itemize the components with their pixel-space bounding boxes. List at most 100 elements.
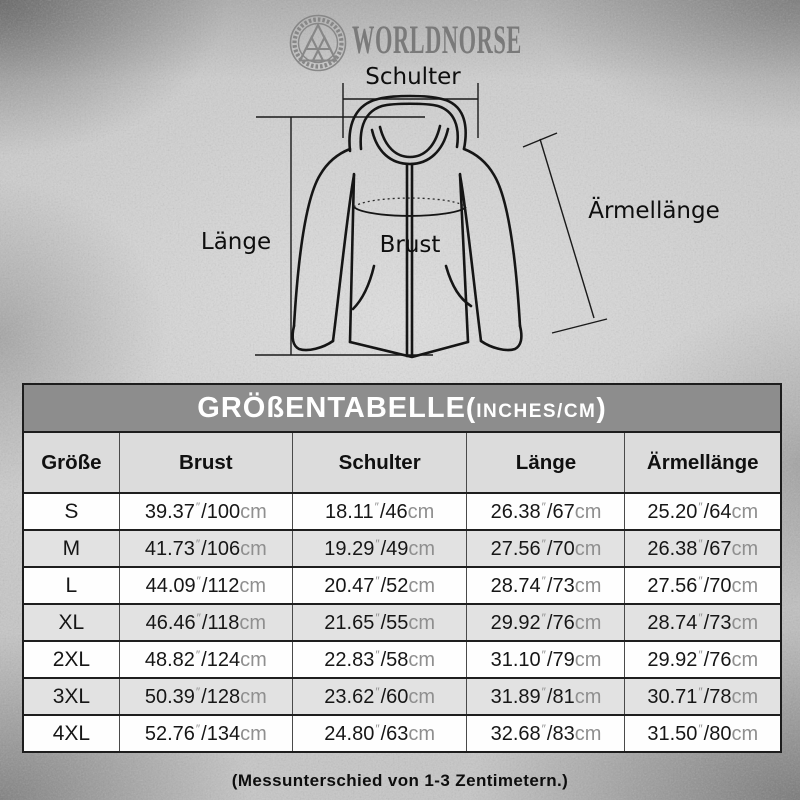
cm-value: 67 — [709, 537, 732, 560]
inches-value: 50.39 — [144, 685, 195, 708]
aermellaenge-measure-line — [522, 132, 608, 334]
title-open-paren: ( — [465, 392, 477, 423]
inch-mark: ″ — [541, 536, 546, 551]
inches-value: 31.89 — [490, 685, 541, 708]
brust-ellipse — [353, 197, 467, 217]
cm-unit: cm — [731, 722, 759, 745]
measurement-cell: 44.09″/112cm — [118, 566, 293, 605]
cm-unit: cm — [731, 685, 759, 708]
cm-value: 70 — [552, 537, 575, 560]
measurement-cell: 23.62″/60cm — [291, 677, 468, 716]
measurement-cell: 28.74″/73cm — [466, 566, 626, 605]
inch-mark: ″ — [698, 573, 703, 588]
cm-unit: cm — [240, 685, 267, 708]
inch-mark: ″ — [375, 573, 380, 588]
inch-mark: ″ — [375, 647, 380, 662]
cm-value: 78 — [709, 685, 732, 708]
title-units-note: INCHES/CM — [476, 401, 597, 422]
inch-mark: ″ — [698, 647, 703, 662]
jacket-outline — [291, 94, 523, 359]
measurement-cell: 52.76″/134cm — [118, 714, 293, 751]
cm-value: 124 — [206, 648, 241, 671]
inch-mark: ″ — [541, 499, 546, 514]
cm-unit: cm — [240, 648, 267, 671]
measurement-cell: 46.46″/118cm — [118, 603, 293, 642]
cm-unit: cm — [408, 611, 436, 634]
cm-value: 81 — [552, 685, 575, 708]
inches-value: 27.56 — [647, 574, 698, 597]
cm-value: 112 — [207, 574, 240, 597]
inch-mark: ″ — [541, 573, 546, 588]
cm-unit: cm — [408, 537, 436, 560]
inch-mark: ″ — [541, 684, 546, 699]
measurement-cell: 31.89″/81cm — [466, 677, 626, 716]
size-table: GRÖßENTABELLE(INCHES/CM) Größe Brust Schul… — [22, 383, 782, 753]
size-label: 3XL — [24, 677, 120, 716]
inches-value: 24.80 — [324, 722, 375, 745]
cm-unit: cm — [731, 500, 759, 523]
cm-unit: cm — [240, 500, 267, 523]
cm-unit: cm — [574, 537, 602, 560]
cm-unit: cm — [574, 648, 602, 671]
inches-value: 23.62 — [324, 685, 375, 708]
cm-unit: cm — [239, 574, 267, 597]
column-header: Länge — [466, 433, 626, 494]
cm-unit: cm — [408, 685, 436, 708]
cm-unit: cm — [731, 648, 759, 671]
inches-value: 39.37 — [144, 500, 195, 523]
inch-mark: ″ — [195, 684, 201, 699]
inch-mark: ″ — [375, 684, 380, 699]
column-header: Ärmellänge — [624, 433, 780, 494]
inch-mark: ″ — [541, 610, 546, 625]
table-row: 4XL 52.76″/134cm 24.80″/63cm 32.68″/83cm 31.… — [24, 714, 780, 751]
inches-value: 20.47 — [324, 574, 375, 597]
inches-value: 19.29 — [324, 537, 375, 560]
measurement-cell: 27.56″/70cm — [624, 566, 780, 605]
measurement-cell: 28.74″/73cm — [624, 603, 780, 642]
cm-value: 64 — [709, 500, 732, 523]
cm-unit: cm — [731, 611, 759, 634]
size-label: L — [24, 566, 120, 605]
inch-mark: ″ — [195, 721, 201, 736]
cm-unit: cm — [408, 648, 436, 671]
table-row: XL 46.46″/118cm 21.65″/55cm 29.92″/76cm 28.7… — [24, 603, 780, 642]
column-header: Brust — [118, 433, 293, 494]
inches-value: 22.83 — [324, 648, 375, 671]
cm-value: 106 — [206, 537, 241, 560]
measurement-cell: 32.68″/83cm — [466, 714, 626, 751]
cm-value: 79 — [552, 648, 575, 671]
measurement-tolerance-note: (Messunterschied von 1-3 Zentimetern.) — [231, 771, 569, 790]
inches-value: 31.10 — [490, 648, 541, 671]
measurement-cell: 27.56″/70cm — [466, 529, 626, 568]
cm-value: 76 — [552, 611, 575, 634]
measurement-cell: 48.82″/124cm — [118, 640, 293, 679]
cm-value: 100 — [206, 500, 241, 523]
schulter-diagram-label: Schulter — [365, 64, 461, 90]
title-close-paren: ) — [596, 392, 607, 423]
inch-mark: ″ — [698, 610, 703, 625]
inch-mark: ″ — [196, 610, 201, 625]
cm-value: 63 — [386, 722, 409, 745]
cm-unit: cm — [407, 500, 435, 523]
measurement-cell: 25.20″/64cm — [624, 492, 780, 531]
inches-value: 30.71 — [647, 685, 698, 708]
table-row: 3XL 50.39″/128cm 23.62″/60cm 31.89″/81cm 30.… — [24, 677, 780, 716]
measurement-cell: 18.11″/46cm — [291, 492, 468, 531]
inches-value: 28.74 — [647, 611, 698, 634]
inch-mark: ″ — [195, 536, 201, 551]
cm-value: 60 — [386, 685, 409, 708]
cm-unit: cm — [731, 537, 759, 560]
inches-value: 48.82 — [144, 648, 195, 671]
cm-unit: cm — [574, 611, 602, 634]
size-label: XL — [24, 603, 120, 642]
cm-value: 73 — [552, 574, 575, 597]
aermellaenge-diagram-label: Ärmellänge — [588, 196, 720, 224]
measurement-cell: 26.38″/67cm — [466, 492, 626, 531]
measurement-cell: 29.92″/76cm — [466, 603, 626, 642]
size-label: 2XL — [24, 640, 120, 679]
measurement-cell: 30.71″/78cm — [624, 677, 780, 716]
measurement-cell: 39.37″/100cm — [118, 492, 293, 531]
inch-mark: ″ — [374, 499, 379, 514]
table-row: S 39.37″/100cm 18.11″/46cm 26.38″/67cm 25.20… — [24, 492, 780, 531]
